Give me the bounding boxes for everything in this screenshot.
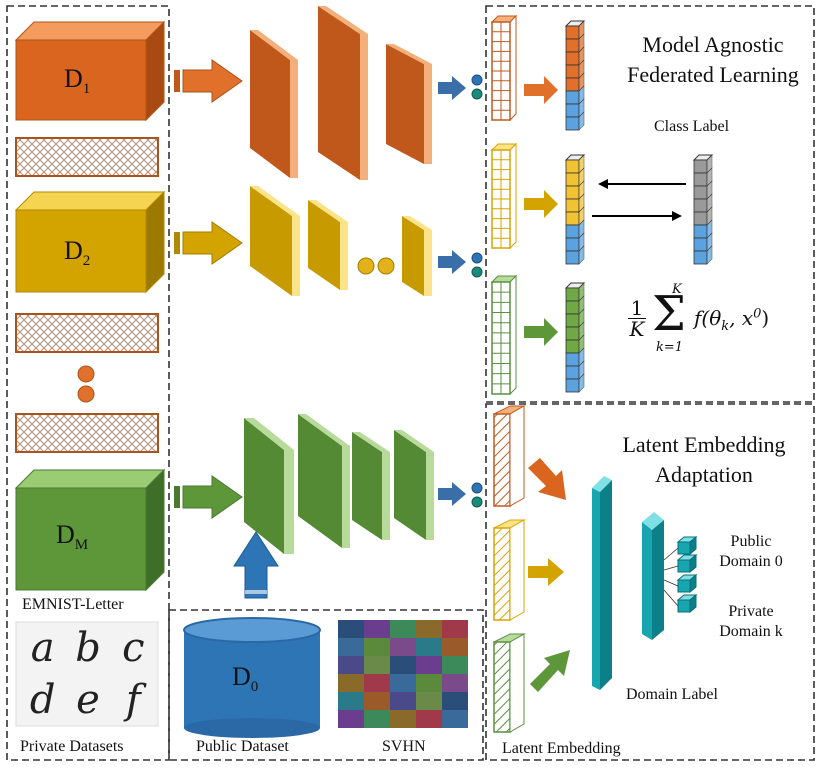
class-label-text: Class Label xyxy=(654,118,730,135)
feature-vector-m xyxy=(490,274,518,396)
private-sample-strip-2 xyxy=(15,313,159,353)
dataset-label-d0: D0 xyxy=(232,662,259,696)
shared-embedding-layer xyxy=(592,476,612,690)
emnist-sample-image xyxy=(15,621,159,727)
lea-panel-title: Latent Embedding Adaptation xyxy=(622,432,786,487)
output-connector-m xyxy=(438,482,483,508)
emnist-glyph: c xyxy=(122,625,145,671)
public-input-arrow xyxy=(233,531,279,599)
domain-classifier-layer xyxy=(642,512,664,640)
ellipsis-dot xyxy=(77,385,95,403)
domain-label-text: Domain Label xyxy=(626,686,718,703)
public-dataset-cylinder xyxy=(183,617,321,738)
dataset-label-dm: DM xyxy=(56,520,89,554)
input-arrow-1 xyxy=(174,59,243,103)
dataset-label-d2: D2 xyxy=(64,236,91,270)
lea-arrows xyxy=(528,458,570,692)
ellipsis-dot xyxy=(77,365,95,383)
federated-learning-panel xyxy=(485,5,815,403)
input-arrow-2 xyxy=(174,221,243,265)
prediction-vector-2 xyxy=(564,154,586,265)
fl-arrows xyxy=(524,76,558,346)
emnist-glyph: f xyxy=(125,677,141,723)
public-domain-label: Public Domain 0 xyxy=(719,533,783,570)
dataset-cube-dm xyxy=(14,468,166,592)
feature-vector-2 xyxy=(490,142,518,250)
model-2-layers xyxy=(250,186,432,296)
emnist-glyph: d xyxy=(29,677,56,723)
class-label-vector xyxy=(692,154,714,265)
input-arrow-m xyxy=(174,475,243,519)
public-dataset-panel xyxy=(168,609,484,761)
latent-embedding-label: Latent Embedding xyxy=(502,740,621,757)
latent-adaptation-panel xyxy=(485,403,815,761)
emnist-glyph: b xyxy=(75,625,101,671)
model-m-layers xyxy=(244,414,434,554)
domain-output-nodes xyxy=(676,535,698,614)
emnist-glyphs: a b c d e f xyxy=(20,622,156,726)
private-domain-label: Private Domain k xyxy=(719,603,783,640)
private-sample-strip-3 xyxy=(15,413,159,453)
output-connector-2 xyxy=(438,250,483,278)
latent-embedding-1 xyxy=(493,405,526,507)
domain-output-links xyxy=(663,547,679,607)
public-dataset-label: Public Dataset xyxy=(196,738,289,755)
svhn-label: SVHN xyxy=(382,738,426,755)
emnist-glyph: a xyxy=(30,625,55,671)
prediction-vector-1 xyxy=(564,20,586,131)
output-connector-1 xyxy=(438,74,483,100)
fl-panel-title: Model Agnostic Federated Learning xyxy=(627,32,799,87)
dataset-cube-d1 xyxy=(14,20,166,122)
model-1-layers xyxy=(250,6,432,180)
prediction-vector-m xyxy=(564,282,586,393)
private-sample-strip-1 xyxy=(15,137,159,177)
private-datasets-panel xyxy=(6,5,170,761)
feature-vector-1 xyxy=(490,14,518,122)
svhn-sample-image xyxy=(338,620,468,728)
private-datasets-label: Private Datasets xyxy=(20,738,124,755)
averaging-formula: 1 K K Σ k=1 f(θk, x0) xyxy=(628,282,770,355)
emnist-label: EMNIST-Letter xyxy=(22,596,124,613)
class-label-arrows xyxy=(592,179,686,221)
emnist-glyph: e xyxy=(76,677,100,723)
dataset-label-d1: D1 xyxy=(64,64,91,98)
dataset-cube-d2 xyxy=(14,190,166,294)
latent-embedding-2 xyxy=(493,519,526,621)
latent-embedding-m xyxy=(493,633,526,733)
